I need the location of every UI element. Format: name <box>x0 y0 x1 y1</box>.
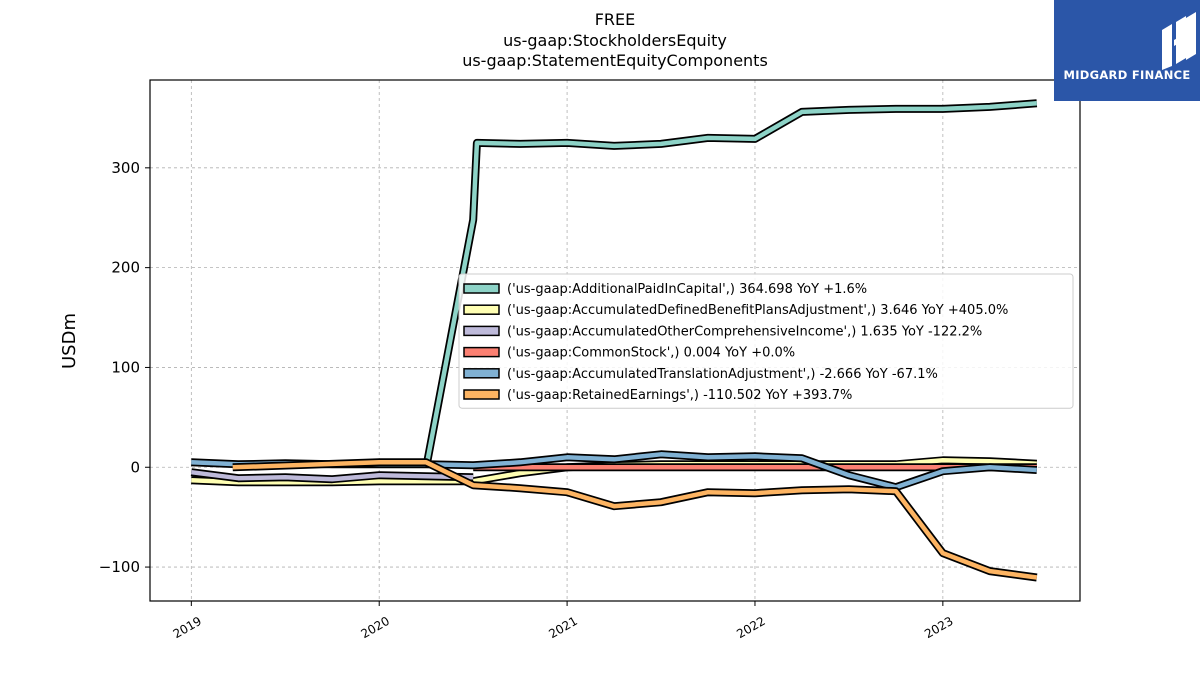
legend-entry: ('us-gaap:AccumulatedDefinedBenefitPlans… <box>507 303 1008 318</box>
series-path <box>423 101 1037 468</box>
x-tick-label: 2022 <box>734 614 767 641</box>
legend-swatch <box>463 346 500 358</box>
series-path <box>191 469 474 482</box>
legend-swatch <box>463 389 500 400</box>
chart-subtitle-2: us-gaap:StatementEquityComponents <box>462 51 768 70</box>
series-line <box>190 468 474 484</box>
chart-subtitle-1: us-gaap:StockholdersEquity <box>503 31 727 50</box>
legend-entry: ('us-gaap:AccumulatedOtherComprehensiveI… <box>507 324 982 339</box>
plot-frame <box>149 79 1081 602</box>
midgard-logo: MIDGARD FINANCE <box>1054 0 1200 101</box>
series-path <box>232 460 1038 580</box>
x-tick-label: 2019 <box>171 614 204 641</box>
legend-swatch <box>463 283 500 294</box>
y-tick-label: 300 <box>111 159 140 177</box>
legend-swatch <box>463 368 500 379</box>
legend-entry: ('us-gaap:RetainedEarnings',) -110.502 Y… <box>507 388 852 403</box>
chart-title: FREE <box>594 10 636 29</box>
legend: ('us-gaap:AdditionalPaidInCapital',) 364… <box>458 273 1074 409</box>
legend-entry: ('us-gaap:AdditionalPaidInCapital',) 364… <box>507 282 867 297</box>
legend-box <box>458 273 1074 409</box>
legend-swatch <box>463 304 500 315</box>
legend-swatch <box>463 325 500 337</box>
series-line <box>422 99 1038 469</box>
logo-text: MIDGARD FINANCE <box>1063 68 1191 82</box>
legend-entry: ('us-gaap:AccumulatedTranslationAdjustme… <box>507 367 938 382</box>
y-tick-label: 200 <box>111 259 140 277</box>
series-line <box>232 458 1038 582</box>
midgard-logo-icon <box>1162 12 1196 70</box>
x-tick-label: 2021 <box>546 614 579 641</box>
series-layer <box>190 99 1038 582</box>
y-tick-label: 100 <box>111 358 140 376</box>
y-tick-label: −100 <box>99 558 140 576</box>
x-tick-label: 2023 <box>922 614 955 641</box>
legend-entry: ('us-gaap:CommonStock',) 0.004 YoY +0.0% <box>507 346 795 361</box>
y-axis-label: USDm <box>59 313 80 369</box>
y-tick-label: 0 <box>130 458 140 476</box>
x-tick-label: 2020 <box>358 614 391 641</box>
